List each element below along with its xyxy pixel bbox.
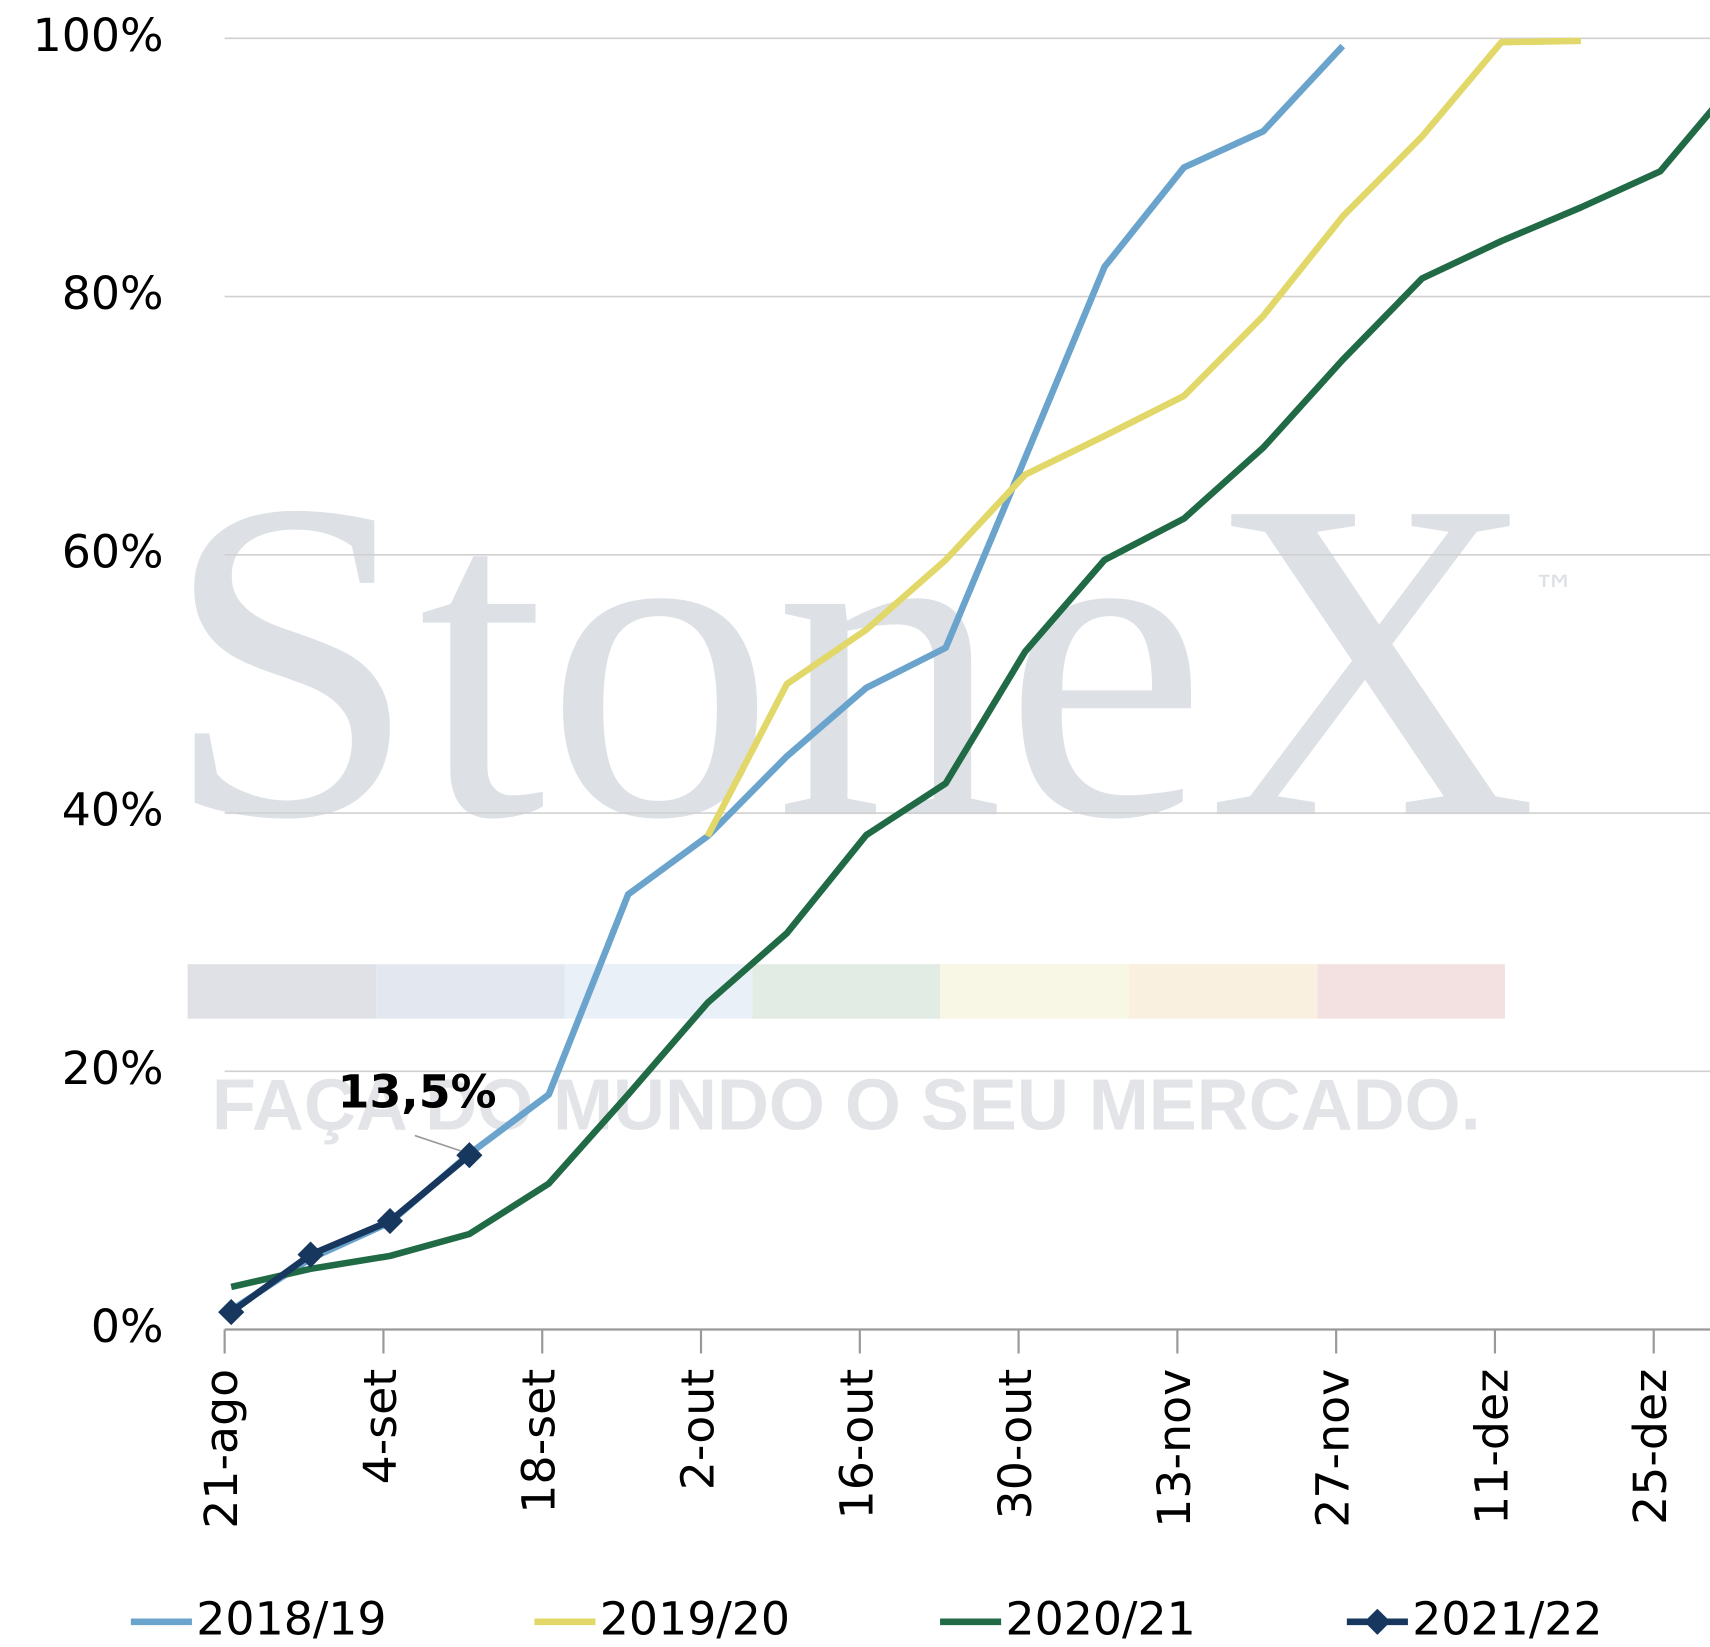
plot-area — [218, 37, 1710, 1326]
y-tick-label: 60% — [62, 524, 164, 578]
watermark-bar — [1128, 964, 1318, 1019]
y-tick-label: 40% — [62, 783, 164, 837]
x-tick-label: 11-dez — [1464, 1369, 1518, 1525]
watermark-bar — [752, 964, 941, 1019]
legend-label: 2021/22 — [1412, 1591, 1602, 1645]
x-tick-label: 13-nov — [1147, 1369, 1201, 1528]
watermark-bar — [1317, 964, 1505, 1019]
watermark-bar — [376, 964, 565, 1019]
series-line — [229, 1152, 472, 1315]
point-marker — [456, 1142, 483, 1169]
legend-label: 2020/21 — [1005, 1591, 1195, 1645]
x-tick-label: 18-set — [512, 1369, 566, 1514]
watermark-bar — [187, 964, 377, 1019]
y-tick-label: 20% — [62, 1041, 164, 1095]
point-marker — [376, 1207, 404, 1235]
legend-label: 2019/20 — [600, 1591, 790, 1645]
x-tick-label: 16-out — [829, 1369, 883, 1520]
data-label: 13,5% — [338, 1065, 497, 1119]
x-tick-label: 2-out — [671, 1369, 725, 1491]
x-tick-label: 4-set — [353, 1369, 407, 1485]
watermark-bar — [940, 964, 1129, 1019]
label-leader — [414, 1134, 461, 1152]
series-line — [704, 37, 1581, 838]
y-tick-label: 80% — [62, 266, 164, 320]
x-tick-label: 30-out — [988, 1369, 1042, 1520]
x-tick-label: 27-nov — [1306, 1369, 1360, 1528]
watermark-tagline: FAÇA DO MUNDO O SEU MERCADO. — [212, 1065, 1481, 1145]
legend-marker — [1364, 1608, 1391, 1635]
watermark-logo: StoneX — [164, 407, 1538, 914]
x-tick-label: 25-dez — [1623, 1369, 1677, 1525]
watermark: StoneX ™ FAÇA DO MUNDO O SEU MERCADO. — [164, 407, 1576, 1145]
watermark-tm: ™ — [1532, 567, 1576, 617]
y-tick-label: 100% — [33, 8, 164, 62]
series-line — [230, 107, 1710, 1291]
legend-label: 2018/19 — [196, 1591, 386, 1645]
x-tick-label: 21-ago — [194, 1369, 248, 1529]
y-tick-label: 0% — [91, 1299, 164, 1353]
